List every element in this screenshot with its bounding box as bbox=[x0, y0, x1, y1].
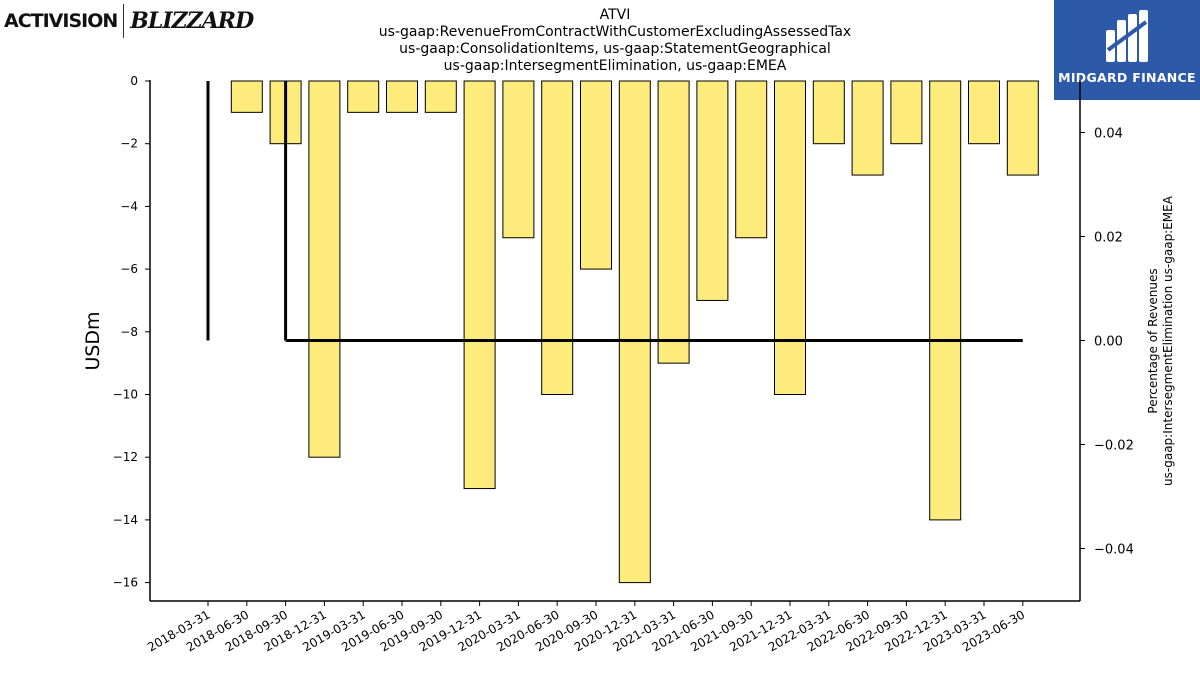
bar-2020-03-31 bbox=[502, 80, 535, 239]
bar-2021-03-31 bbox=[657, 80, 690, 364]
activision-wordmark: ACTIVISION bbox=[4, 10, 118, 32]
y2-axis-label-line: Percentage of Revenues bbox=[1146, 268, 1160, 413]
y-tick-label: −14 bbox=[113, 513, 138, 527]
bar-2019-12-31 bbox=[463, 80, 496, 490]
title-line-3: us-gaap:ConsolidationItems, us-gaap:Stat… bbox=[399, 41, 831, 57]
midgard-emblem-icon bbox=[1106, 10, 1148, 62]
line-layer bbox=[206, 81, 1023, 342]
midgard-finance-logo: MIDGARD FINANCE bbox=[1054, 0, 1200, 100]
bar-2021-09-30 bbox=[735, 80, 768, 239]
y-axis-label: USDm bbox=[82, 311, 104, 370]
logo-divider bbox=[123, 4, 125, 38]
y2-axis-label: Percentage of Revenuesus-gaap:Intersegme… bbox=[1146, 195, 1175, 486]
y-tick-label: −8 bbox=[120, 325, 138, 339]
y2-tick-label: −0.04 bbox=[1094, 543, 1134, 558]
bar-2020-09-30 bbox=[580, 80, 612, 270]
y-tick-label: −12 bbox=[113, 450, 138, 464]
bar-2023-06-30 bbox=[1006, 80, 1039, 176]
bar-2020-06-30 bbox=[541, 80, 574, 395]
bar-2019-03-31 bbox=[347, 80, 380, 113]
bar-2020-12-31 bbox=[618, 80, 651, 584]
midgard-finance-name: MIDGARD FINANCE bbox=[1058, 70, 1196, 85]
y2-tick-label: −0.02 bbox=[1094, 439, 1134, 454]
title-line-4: us-gaap:IntersegmentElimination, us-gaap… bbox=[443, 58, 787, 74]
y-tick-label: −6 bbox=[120, 262, 138, 276]
bar-2022-12-31 bbox=[929, 80, 962, 521]
y2-tick-label: 0.02 bbox=[1094, 231, 1123, 246]
bar-2018-06-30 bbox=[230, 80, 263, 113]
bar-2022-03-31 bbox=[812, 80, 845, 145]
y-tick-label: −16 bbox=[113, 576, 138, 590]
y-tick-label: 0 bbox=[130, 74, 138, 88]
y2-axis-label-line: us-gaap:IntersegmentElimination us-gaap:… bbox=[1161, 195, 1175, 486]
y-tick-label: −4 bbox=[120, 199, 138, 213]
activision-blizzard-logo: ACTIVISION BLIZZARD bbox=[4, 4, 254, 38]
blizzard-wordmark: BLIZZARD bbox=[130, 8, 254, 34]
bar-2021-12-31 bbox=[774, 80, 806, 395]
y-tick-label: −10 bbox=[113, 388, 138, 402]
bar-2023-03-31 bbox=[968, 80, 1000, 145]
title-line-2: us-gaap:RevenueFromContractWithCustomerE… bbox=[378, 24, 852, 40]
y-tick-label: −2 bbox=[120, 137, 138, 151]
y2-tick-label: 0.00 bbox=[1094, 335, 1123, 350]
bar-2022-09-30 bbox=[890, 80, 923, 145]
bar-2019-06-30 bbox=[386, 80, 418, 113]
bar-2022-06-30 bbox=[851, 80, 884, 176]
bar-2018-12-31 bbox=[308, 80, 341, 458]
bars-layer bbox=[230, 80, 1039, 584]
title-line-1: ATVI bbox=[599, 7, 631, 23]
y2-tick-label: 0.04 bbox=[1094, 127, 1123, 142]
bar-2019-09-30 bbox=[424, 80, 457, 113]
bar-2021-06-30 bbox=[696, 80, 729, 301]
